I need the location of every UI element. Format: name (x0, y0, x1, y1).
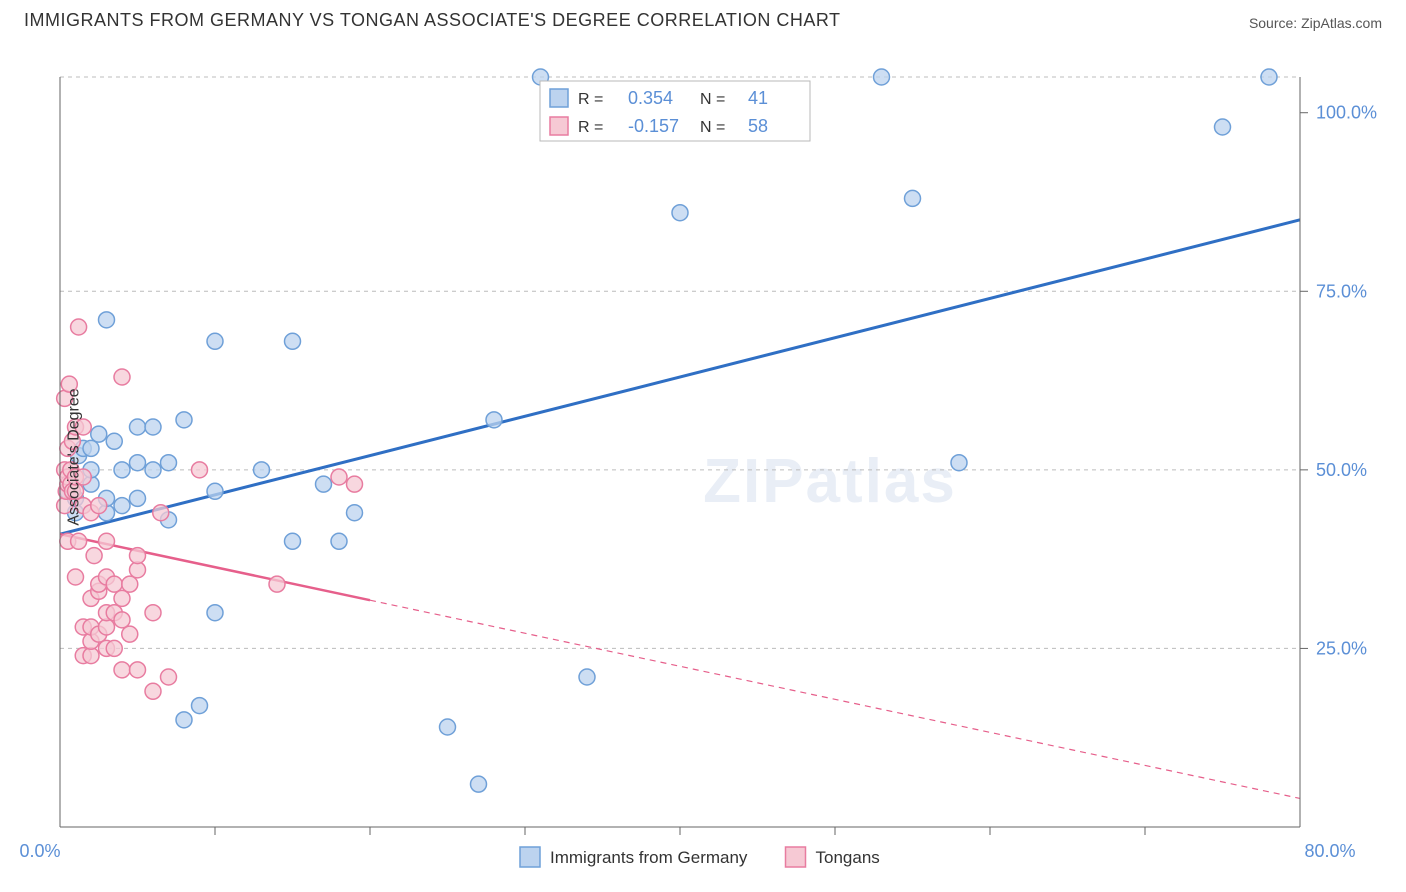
data-point (106, 433, 122, 449)
data-point (114, 590, 130, 606)
data-point (672, 205, 688, 221)
data-point (114, 462, 130, 478)
bottom-legend-swatch (786, 847, 806, 867)
data-point (130, 662, 146, 678)
legend-n-value: 58 (748, 116, 768, 136)
y-tick-label: 75.0% (1316, 281, 1367, 301)
data-point (874, 69, 890, 85)
data-point (285, 333, 301, 349)
data-point (331, 533, 347, 549)
data-point (114, 612, 130, 628)
data-point (114, 369, 130, 385)
y-tick-label: 50.0% (1316, 460, 1367, 480)
data-point (145, 462, 161, 478)
data-point (99, 312, 115, 328)
chart-title: IMMIGRANTS FROM GERMANY VS TONGAN ASSOCI… (24, 10, 841, 31)
legend-r-value: -0.157 (628, 116, 679, 136)
y-tick-label: 25.0% (1316, 638, 1367, 658)
title-bar: IMMIGRANTS FROM GERMANY VS TONGAN ASSOCI… (0, 0, 1406, 37)
data-point (91, 498, 107, 514)
data-point (122, 576, 138, 592)
data-point (91, 426, 107, 442)
data-point (440, 719, 456, 735)
data-point (1261, 69, 1277, 85)
data-point (207, 333, 223, 349)
data-point (207, 605, 223, 621)
data-point (176, 412, 192, 428)
data-point (161, 455, 177, 471)
data-point (130, 548, 146, 564)
data-point (269, 576, 285, 592)
data-point (130, 455, 146, 471)
data-point (130, 419, 146, 435)
data-point (71, 319, 87, 335)
chart-area: Associate's Degree ZIPatlas 0.0% 80.0% 25.0… (0, 37, 1406, 877)
data-point (951, 455, 967, 471)
data-point (106, 576, 122, 592)
legend-r-label: R = (578, 119, 603, 136)
legend-swatch (550, 89, 568, 107)
legend-n-label: N = (700, 91, 725, 108)
watermark-text: ZIPatlas (703, 447, 957, 516)
x-max-label: 80.0% (1304, 841, 1355, 861)
data-point (145, 683, 161, 699)
legend-n-value: 41 (748, 88, 768, 108)
legend-r-value: 0.354 (628, 88, 673, 108)
data-point (130, 490, 146, 506)
data-point (192, 462, 208, 478)
legend-n-label: N = (700, 119, 725, 136)
data-point (145, 419, 161, 435)
correlation-scatter-chart: ZIPatlas 0.0% 80.0% 25.0% 50.0% 75.0% 100.0% R … (0, 37, 1406, 877)
regression-line-dashed (370, 600, 1300, 798)
x-min-label: 0.0% (19, 841, 60, 861)
data-point (331, 469, 347, 485)
data-point (192, 698, 208, 714)
data-point (153, 505, 169, 521)
data-point (83, 440, 99, 456)
data-point (161, 669, 177, 685)
data-point (285, 533, 301, 549)
data-point (316, 476, 332, 492)
data-point (254, 462, 270, 478)
source-attribution: Source: ZipAtlas.com (1249, 15, 1382, 31)
data-point (145, 605, 161, 621)
data-point (122, 626, 138, 642)
regression-line (60, 220, 1300, 534)
legend-r-label: R = (578, 91, 603, 108)
y-axis-label: Associate's Degree (66, 388, 84, 525)
data-point (486, 412, 502, 428)
bottom-legend-label: Immigrants from Germany (550, 848, 748, 867)
data-point (347, 476, 363, 492)
data-point (347, 505, 363, 521)
legend-swatch (550, 117, 568, 135)
bottom-legend-label: Tongans (816, 848, 880, 867)
bottom-legend-swatch (520, 847, 540, 867)
y-tick-label: 100.0% (1316, 103, 1377, 123)
data-point (579, 669, 595, 685)
data-point (176, 712, 192, 728)
data-point (471, 776, 487, 792)
data-point (905, 190, 921, 206)
data-point (71, 533, 87, 549)
data-point (106, 640, 122, 656)
data-point (86, 548, 102, 564)
data-point (68, 569, 84, 585)
data-point (114, 498, 130, 514)
data-point (207, 483, 223, 499)
data-point (99, 533, 115, 549)
data-point (114, 662, 130, 678)
data-point (1215, 119, 1231, 135)
